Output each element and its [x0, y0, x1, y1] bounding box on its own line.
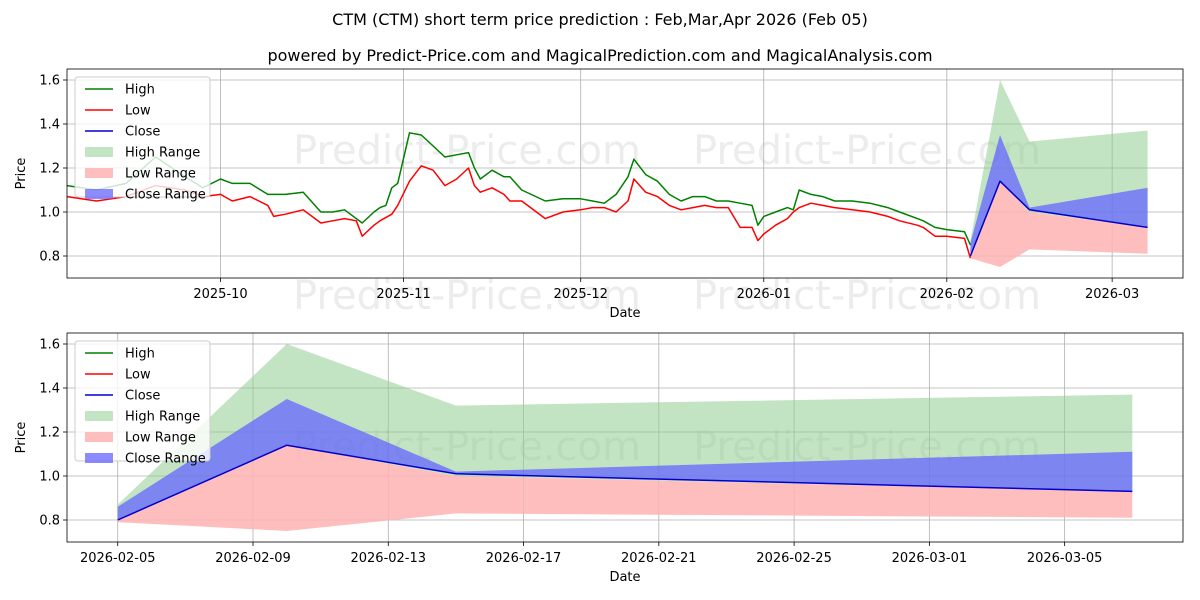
legend-swatch-low-range	[85, 432, 113, 442]
chart-title: CTM (CTM) short term price prediction : …	[332, 10, 868, 29]
legend-label: Low Range	[125, 431, 196, 446]
y-tick-label: 1.2	[39, 162, 60, 177]
y-tick-label: 1.4	[39, 382, 60, 397]
legend-swatch-high-range	[85, 147, 113, 157]
close-range-area	[117, 399, 1133, 520]
legend-label: Low	[125, 368, 151, 383]
y-tick-label: 1.0	[39, 470, 60, 485]
close-range-area	[970, 135, 1148, 256]
x-tick-label: 2026-02-25	[756, 551, 832, 566]
low-range-area	[117, 445, 1133, 531]
watermark-text: Predict-Price.com	[293, 128, 641, 174]
x-tick-label: 2026-02	[920, 287, 974, 302]
watermark-text: Predict-Price.com	[293, 273, 641, 319]
y-tick-label: 0.8	[39, 514, 60, 529]
chart-subtitle: powered by Predict-Price.com and Magical…	[267, 46, 933, 65]
axes-frame	[66, 332, 1184, 543]
x-tick-label: 2026-03	[1085, 287, 1139, 302]
legend-swatch-close-range	[85, 189, 113, 199]
y-tick-label: 1.6	[39, 74, 60, 89]
close-line	[117, 444, 1133, 521]
y-axis-label: Price	[14, 422, 29, 454]
x-tick-label: 2026-02-17	[486, 551, 562, 566]
x-tick-label: 2026-01	[737, 287, 791, 302]
legend-swatch-high-range	[85, 411, 113, 421]
x-axis-label: Date	[609, 570, 640, 585]
watermark-text: Predict-Price.com	[693, 128, 1041, 174]
legend-label: Close	[125, 125, 160, 140]
legend-label: Low	[125, 104, 151, 119]
legend-label: High Range	[125, 410, 200, 425]
legend-swatch-low-range	[85, 168, 113, 178]
y-tick-label: 1.0	[39, 206, 60, 221]
x-tick-label: 2026-03-05	[1027, 551, 1103, 566]
y-tick-label: 0.8	[39, 250, 60, 265]
x-tick-label: 2025-10	[193, 287, 247, 302]
x-tick-label: 2026-02-09	[215, 551, 291, 566]
y-axis-label: Price	[14, 158, 29, 190]
x-tick-label: 2026-03-01	[892, 551, 968, 566]
y-tick-label: 1.2	[39, 426, 60, 441]
high-line	[67, 132, 972, 246]
legend-label: Close	[125, 389, 160, 404]
x-axis-label: Date	[609, 306, 640, 321]
legend-label: Close Range	[125, 188, 206, 203]
legend-label: High Range	[125, 146, 200, 161]
legend-label: Close Range	[125, 452, 206, 467]
x-tick-label: 2026-02-13	[350, 551, 426, 566]
axes-frame	[66, 68, 1184, 279]
legend-label: High	[125, 83, 155, 98]
legend-label: High	[125, 347, 155, 362]
low-range-area	[970, 181, 1148, 267]
close-line	[969, 180, 1148, 257]
legend: High Low Close High Range Low Range Close Ran…	[74, 340, 211, 467]
legend-swatch-close-range	[85, 453, 113, 463]
plot-forecast: Predict-Price.comPredict-Price.com2026-0…	[14, 332, 1184, 585]
y-tick-label: 1.6	[39, 338, 60, 353]
x-tick-label: 2026-02-21	[621, 551, 697, 566]
x-tick-label: 2025-11	[376, 287, 430, 302]
low-line	[67, 165, 972, 259]
legend: High Low Close High Range Low Range Close Ran…	[74, 76, 211, 203]
legend-label: Low Range	[125, 167, 196, 182]
x-tick-label: 2025-12	[554, 287, 608, 302]
watermark-text: Predict-Price.com	[693, 273, 1041, 319]
x-tick-label: 2026-02-05	[80, 551, 156, 566]
y-tick-label: 1.4	[39, 118, 60, 133]
plot-history: Predict-Price.com Predict-Price.com Predic…	[14, 68, 1184, 321]
